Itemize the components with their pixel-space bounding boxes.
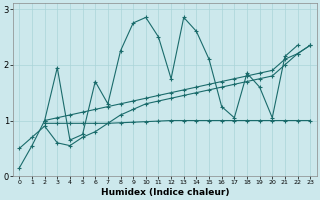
- X-axis label: Humidex (Indice chaleur): Humidex (Indice chaleur): [100, 188, 229, 197]
